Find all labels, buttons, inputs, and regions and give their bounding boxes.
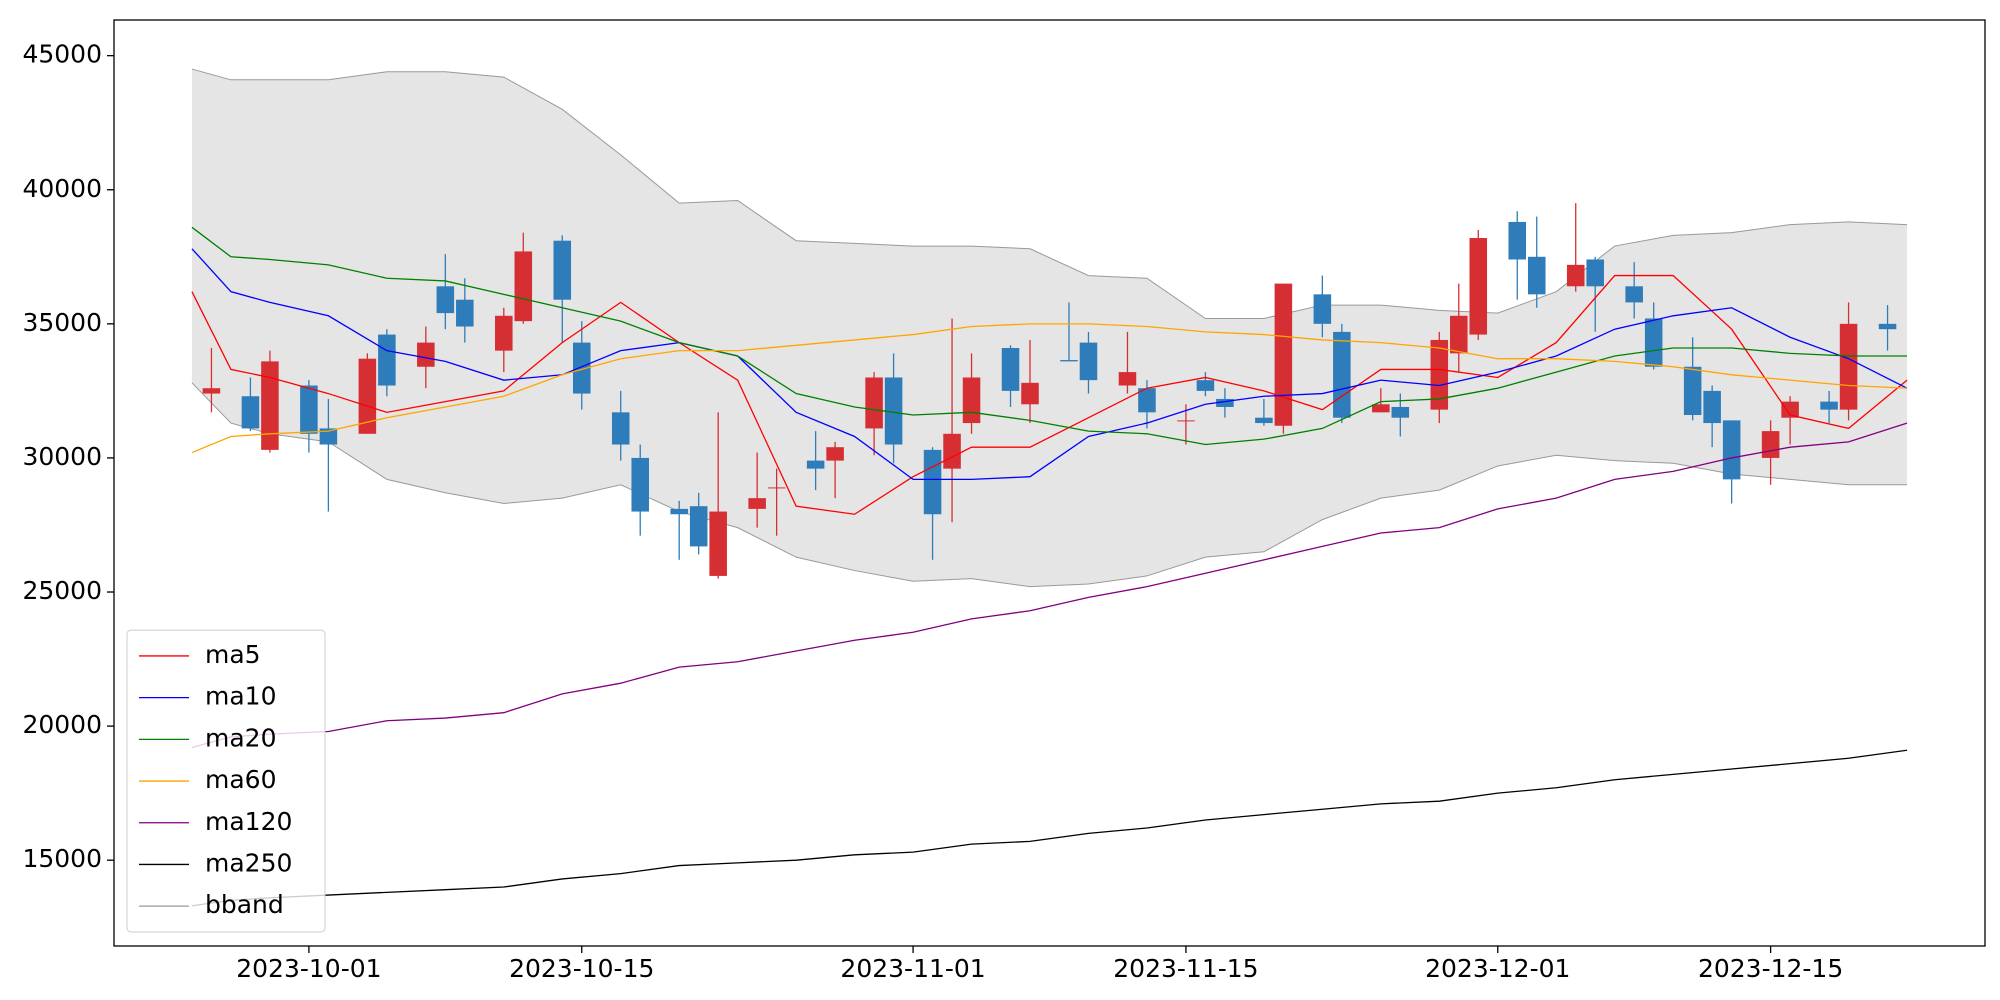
- candle-body: [572, 342, 591, 394]
- candle-body: [1703, 390, 1721, 424]
- candle-body: [319, 428, 338, 445]
- candle-body: [514, 251, 533, 322]
- candle-body: [826, 447, 844, 461]
- candle-body: [1722, 420, 1741, 480]
- y-tick-label: 35000: [22, 308, 102, 337]
- candle-body: [1683, 366, 1702, 416]
- candle-body: [1527, 256, 1546, 295]
- candle-body: [1878, 323, 1897, 330]
- candle-body: [1839, 323, 1858, 410]
- candle-body: [1781, 401, 1799, 418]
- candle-body: [943, 433, 961, 469]
- candle-body: [1586, 259, 1604, 287]
- candle-body: [611, 412, 630, 445]
- ma-line: [191, 323, 1908, 454]
- legend-label: ma250: [205, 848, 292, 877]
- x-tick-label: 2023-12-15: [1698, 954, 1843, 983]
- ma-line: [191, 422, 1908, 749]
- y-tick-label: 25000: [22, 576, 102, 605]
- legend-label: ma120: [205, 807, 292, 836]
- candle-body: [1469, 238, 1488, 335]
- candle-body: [261, 361, 279, 450]
- candle-body: [1566, 264, 1585, 287]
- candle-body: [456, 299, 474, 327]
- candle-body: [1625, 286, 1643, 303]
- candle-body: [767, 487, 786, 489]
- candle-body: [300, 385, 318, 434]
- candle-body: [884, 377, 903, 445]
- candle-body: [1372, 404, 1390, 413]
- candle-body: [709, 511, 727, 576]
- candle-body: [1001, 347, 1020, 391]
- candle-body: [1118, 372, 1137, 386]
- x-tick-label: 2023-12-01: [1425, 954, 1570, 983]
- candle-body: [1313, 294, 1332, 324]
- ma-line: [191, 749, 1908, 907]
- ma-line: [191, 248, 1908, 481]
- candle-body: [241, 396, 260, 429]
- y-tick-label: 20000: [22, 710, 102, 739]
- x-tick-label: 2023-10-01: [236, 954, 381, 983]
- candle-body: [495, 315, 513, 351]
- candle-body: [1177, 420, 1195, 422]
- legend-label: ma20: [205, 723, 276, 752]
- candle-body: [202, 388, 221, 394]
- legend-box: [126, 629, 326, 933]
- candle-body: [923, 449, 942, 515]
- candle-body: [1430, 339, 1449, 410]
- x-tick-label: 2023-10-15: [509, 954, 654, 983]
- candle-body: [1021, 382, 1039, 405]
- x-tick-label: 2023-11-15: [1113, 954, 1258, 983]
- y-tick-label: 40000: [22, 174, 102, 203]
- candle-body: [553, 240, 572, 300]
- legend-label: ma5: [205, 640, 261, 669]
- legend-label: ma10: [205, 682, 276, 711]
- y-tick-label: 45000: [22, 40, 102, 69]
- candle-body: [1820, 401, 1838, 410]
- candle-body: [1255, 417, 1273, 424]
- x-tick-label: 2023-11-01: [840, 954, 985, 983]
- candle-body: [1079, 342, 1098, 381]
- candle-body: [1450, 315, 1468, 354]
- y-tick-label: 30000: [22, 442, 102, 471]
- plot-frame: [113, 19, 1986, 947]
- candle-body: [1333, 331, 1351, 418]
- candle-body: [1508, 221, 1527, 260]
- candle-body: [1060, 360, 1078, 362]
- candle-body: [670, 508, 688, 515]
- candle-body: [1391, 406, 1410, 418]
- candle-body: [417, 342, 435, 367]
- candle-body: [962, 377, 981, 424]
- candle-body: [1274, 283, 1293, 426]
- candle-body: [748, 498, 766, 509]
- candle-body: [865, 377, 883, 429]
- candle-body: [1216, 398, 1234, 407]
- ma-line: [191, 274, 1908, 515]
- candle-body: [436, 286, 455, 314]
- band-upper: [191, 68, 1908, 319]
- candle-body: [1761, 431, 1780, 458]
- candle-body: [689, 506, 708, 547]
- candle-body: [806, 460, 825, 469]
- y-tick-label: 15000: [22, 844, 102, 873]
- ma-line: [191, 226, 1908, 446]
- candle-body: [358, 358, 377, 434]
- band-lower: [191, 382, 1908, 588]
- legend: ma5 ma10 ma20 ma60 ma120 ma250 bband: [126, 629, 326, 933]
- candle-body: [378, 334, 396, 386]
- legend-label: bband: [205, 890, 284, 919]
- candle-body: [1138, 388, 1156, 413]
- candle-body: [1196, 380, 1215, 391]
- legend-label: ma60: [205, 765, 276, 794]
- candle-body: [1644, 318, 1663, 367]
- candle-body: [631, 457, 649, 512]
